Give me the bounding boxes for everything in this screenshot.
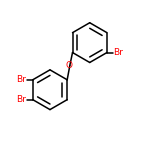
Text: Br: Br bbox=[114, 48, 123, 57]
Text: Br: Br bbox=[16, 75, 26, 84]
Text: Br: Br bbox=[16, 95, 26, 104]
Text: O: O bbox=[66, 61, 73, 70]
